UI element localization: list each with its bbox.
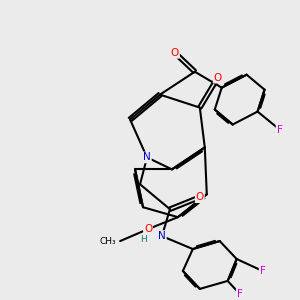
- Text: O: O: [196, 192, 204, 202]
- Text: O: O: [214, 73, 222, 83]
- Text: O: O: [144, 224, 152, 234]
- Text: F: F: [260, 266, 266, 276]
- Text: F: F: [277, 124, 282, 134]
- Text: F: F: [237, 289, 243, 299]
- Text: N: N: [158, 231, 166, 241]
- Text: O: O: [171, 48, 179, 58]
- Text: N: N: [143, 152, 151, 162]
- Text: CH₃: CH₃: [99, 237, 116, 246]
- Text: H: H: [140, 235, 146, 244]
